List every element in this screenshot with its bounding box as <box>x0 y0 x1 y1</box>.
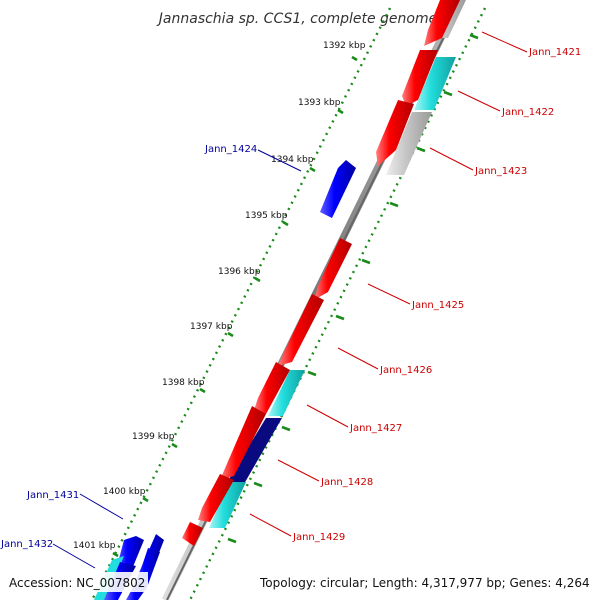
tick-label: 1397 kbp <box>190 322 233 332</box>
gene-arrow-jann-1424 <box>320 160 356 218</box>
gene-label-jann-1425: Jann_1425 <box>411 300 464 311</box>
map-title: Jannaschia sp. CCS1, complete genome <box>156 11 437 27</box>
gene-label-jann-1422: Jann_1422 <box>501 107 554 118</box>
gene-label-jann-1431: Jann_1431 <box>26 490 79 501</box>
tick-label: 1401 kbp <box>73 541 116 551</box>
gene-arrow-jann-1426 <box>278 294 324 366</box>
tick-label: 1399 kbp <box>132 432 175 442</box>
tick-label: 1398 kbp <box>162 378 205 388</box>
tick-label: 1400 kbp <box>103 487 146 497</box>
outer-tick-ring <box>90 7 392 600</box>
gene-arrow-jann-1421 <box>424 0 460 46</box>
cds-feature-navy <box>226 418 282 484</box>
gene-label-jann-1424: Jann_1424 <box>204 144 257 155</box>
tick-label: 1392 kbp <box>323 41 366 51</box>
cds-feature-cyan <box>209 482 246 528</box>
gene-label-jann-1426: Jann_1426 <box>379 365 432 376</box>
gene-label-jann-1429: Jann_1429 <box>292 532 345 543</box>
inner-tick-ring <box>188 7 487 600</box>
cds-feature-cyan <box>414 57 456 110</box>
gene-label-jann-1432: Jann_1432 <box>0 539 53 550</box>
accession-backdrop <box>6 572 148 592</box>
summary-backdrop <box>256 572 596 592</box>
forward-leaders <box>249 31 528 537</box>
cds-feature-cyan <box>268 370 305 416</box>
gene-label-jann-1427: Jann_1427 <box>349 423 402 434</box>
tick-label: 1394 kbp <box>271 155 314 165</box>
gene-arrow-jann-1428 <box>220 406 266 480</box>
accession-text: Accession: NC_007802 <box>9 576 145 590</box>
gene-arrow-jann-1427 <box>254 362 290 414</box>
genome-summary-text: Topology: circular; Length: 4,317,977 bp… <box>259 576 590 590</box>
forward-genes <box>182 0 460 546</box>
gene-label-jann-1421: Jann_1421 <box>528 47 581 58</box>
gene-arrow-jann-1429 <box>198 474 234 522</box>
reverse-leaders <box>52 149 302 569</box>
gene-arrow-jann-1422 <box>402 50 438 106</box>
gene-arrow-jann-1425 <box>314 238 352 300</box>
tick-label: 1396 kbp <box>218 267 261 277</box>
inner-major-ticks <box>227 33 479 544</box>
gene-label-jann-1428: Jann_1428 <box>320 477 373 488</box>
gene-arrow-small <box>182 522 203 546</box>
outer-major-ticks <box>112 55 358 558</box>
cds-feature-grey <box>386 112 432 175</box>
gene-label-jann-1423: Jann_1423 <box>474 166 527 177</box>
tick-label: 1393 kbp <box>298 98 341 108</box>
gene-arrow-jann-1423 <box>376 100 414 166</box>
tick-label: 1395 kbp <box>245 211 288 221</box>
